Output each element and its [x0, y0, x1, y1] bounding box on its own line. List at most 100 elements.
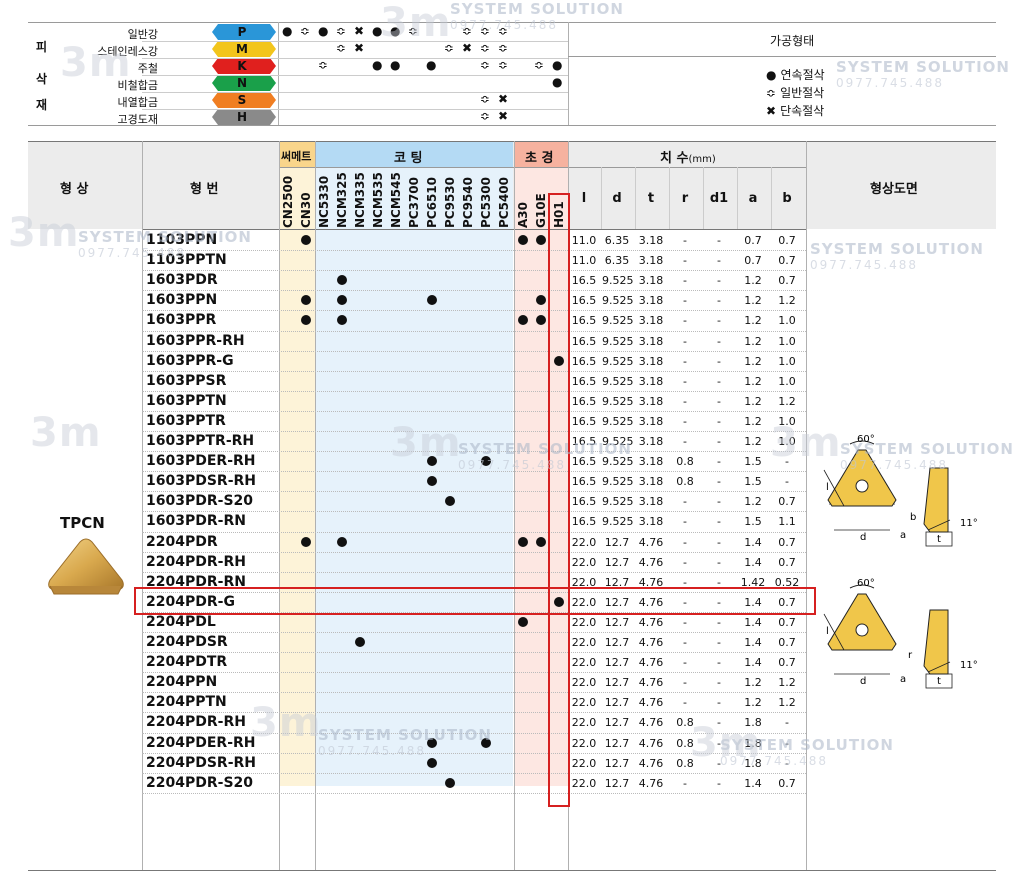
row-dim-b: 1.0: [778, 314, 796, 328]
row-dim-r: -: [683, 696, 687, 710]
watermark-text: SYSTEM SOLUTION: [720, 736, 894, 754]
row-dim-d1: -: [717, 696, 721, 710]
coverage-dot-icon: [481, 456, 491, 467]
legend-symbol-icon: ≎: [766, 86, 777, 100]
svg-text:b: b: [910, 512, 916, 523]
row-dim-b: 0.52: [774, 575, 800, 589]
row-dim-d1: -: [717, 294, 721, 308]
material-symbol-icon: ≎: [498, 24, 509, 38]
row-dim-r: 0.8: [676, 455, 694, 469]
material-badge-m: M: [212, 41, 276, 57]
row-dim-r: -: [683, 435, 687, 448]
coverage-dot-icon: [445, 777, 455, 788]
row-dim-t: 3.18: [638, 334, 664, 348]
row-code: 2204PDSR-RH: [146, 754, 257, 771]
row-dim-l: 22.0: [571, 756, 597, 770]
insert-image: [48, 538, 124, 595]
row-dim-b: -: [785, 716, 789, 730]
row-dim-r: 0.8: [676, 475, 694, 489]
coverage-dot-icon: [427, 476, 437, 487]
shape-header: 형 상: [60, 182, 89, 197]
coverage-dot-icon: [337, 315, 347, 326]
row-dim-d1: -: [717, 736, 721, 750]
coverage-dot-icon: [518, 536, 528, 547]
material-symbol-icon: ≎: [498, 58, 509, 72]
row-dim-r: -: [683, 274, 687, 288]
row-dim-a: 1.2: [744, 334, 762, 348]
row-dim-b: 1.2: [778, 294, 796, 308]
row-code: 2204PDR-RH: [146, 714, 246, 731]
watermark-logo: 3m: [380, 0, 452, 46]
row-dim-a: 1.8: [744, 756, 762, 770]
watermark-text: SYSTEM SOLUTION: [318, 726, 492, 744]
row-dim-d: 12.7: [604, 595, 630, 609]
row-code: 1103PPTN: [146, 252, 227, 269]
row-code: 2204PDER-RH: [146, 734, 256, 751]
row-dim-d: 12.7: [604, 716, 630, 730]
coverage-dot-icon: [554, 596, 564, 607]
dim-header-a: a: [748, 191, 758, 206]
row-dim-l: 22.0: [571, 595, 597, 609]
material-symbol-icon: ✖: [354, 41, 365, 55]
row-dim-d1: -: [717, 354, 721, 368]
row-dim-l: 22.0: [571, 736, 597, 750]
legend-symbol-icon: ●: [766, 68, 777, 82]
material-code: H: [236, 110, 248, 124]
drawing-bottom-angle: 60°: [857, 578, 875, 589]
coverage-dot-icon: [518, 616, 528, 627]
row-dim-a: 1.2: [744, 394, 762, 408]
row-dim-b: 1.2: [778, 696, 796, 710]
row-dim-d1: -: [717, 515, 721, 529]
row-dim-d: 9.525: [602, 394, 634, 408]
coverage-dot-icon: [427, 757, 437, 768]
row-code: 2204PPTN: [146, 694, 227, 711]
svg-text:t: t: [937, 676, 941, 687]
row-dim-a: 1.2: [744, 435, 762, 448]
row-code: 1603PPR-RH: [146, 332, 245, 349]
row-dim-r: -: [683, 615, 687, 629]
row-dim-d: 9.525: [602, 374, 634, 388]
grade-header-pc6510: PC6510: [425, 177, 439, 228]
svg-text:l: l: [826, 482, 829, 493]
grade-header-a30: A30: [516, 202, 530, 228]
row-dim-a: 1.2: [744, 414, 762, 428]
material-symbol-icon: ≎: [480, 58, 491, 72]
row-code: 1603PDR-S20: [146, 493, 254, 510]
row-dim-d: 9.525: [602, 354, 634, 368]
row-dim-t: 3.18: [638, 414, 664, 428]
watermark-phone: 0977.745.488: [450, 18, 558, 32]
row-dim-l: 22.0: [571, 615, 597, 629]
row-dim-b: 0.7: [778, 254, 796, 268]
row-dim-a: 1.2: [744, 495, 762, 509]
material-symbol-icon: ≎: [480, 109, 491, 123]
material-symbol-icon: ●: [282, 24, 293, 38]
row-dim-d1: -: [717, 555, 721, 569]
row-dim-d1: -: [717, 595, 721, 609]
coverage-dot-icon: [301, 235, 311, 245]
material-name: 내열합금: [117, 96, 158, 109]
row-dim-b: 1.0: [778, 374, 796, 388]
row-dim-d1: -: [717, 676, 721, 690]
row-dim-t: 4.76: [638, 575, 664, 589]
coverage-dot-icon: [301, 315, 311, 326]
material-name: 주철: [137, 62, 158, 75]
row-dim-t: 3.18: [638, 515, 664, 529]
watermark-phone: 0977.745.488: [720, 754, 828, 768]
row-dim-a: 1.4: [744, 615, 762, 629]
row-dim-d: 12.7: [604, 696, 630, 710]
grade-header-ncm335: NCM335: [353, 172, 367, 228]
row-dim-b: 1.0: [778, 435, 796, 448]
material-symbol-icon: ≎: [336, 24, 347, 38]
group-cermet: 써메트: [281, 150, 312, 163]
legend-symbol-icon: ✖: [766, 104, 777, 118]
row-dim-t: 3.18: [638, 234, 664, 247]
row-dim-d: 12.7: [604, 575, 630, 589]
grade-header-cn2500: CN2500: [281, 175, 295, 228]
row-dim-d: 12.7: [604, 615, 630, 629]
row-dim-l: 16.5: [571, 394, 597, 408]
row-dim-a: 1.2: [744, 314, 762, 328]
row-dim-t: 4.76: [638, 736, 664, 750]
row-dim-b: -: [785, 756, 789, 770]
material-symbol-icon: ≎: [336, 41, 347, 55]
coverage-dot-icon: [301, 536, 311, 547]
